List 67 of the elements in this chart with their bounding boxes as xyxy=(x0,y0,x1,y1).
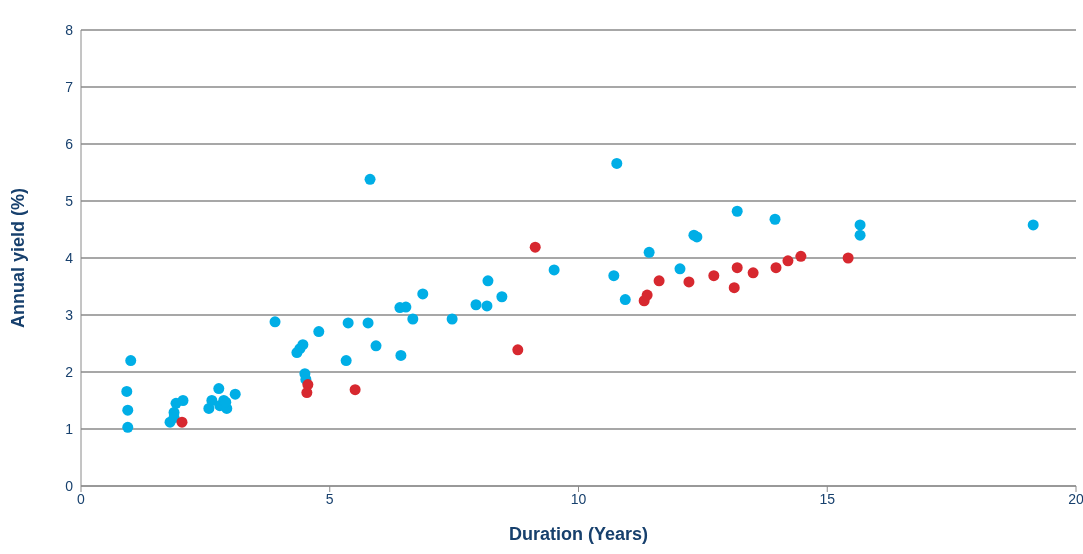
point xyxy=(496,291,508,303)
y-tick-label: 0 xyxy=(65,477,74,494)
point xyxy=(313,326,325,338)
point xyxy=(417,288,429,300)
point xyxy=(643,246,655,258)
point xyxy=(349,384,361,396)
point xyxy=(769,213,781,225)
point xyxy=(512,344,524,356)
point xyxy=(782,255,794,267)
point xyxy=(641,289,653,301)
point xyxy=(370,340,382,352)
x-tick-label: 10 xyxy=(570,490,587,507)
point xyxy=(395,349,407,361)
y-tick-label: 3 xyxy=(65,306,74,323)
point xyxy=(446,313,458,325)
point xyxy=(407,313,419,325)
point xyxy=(529,241,541,253)
point xyxy=(854,229,866,241)
point xyxy=(206,395,218,406)
point xyxy=(770,262,782,274)
point xyxy=(854,219,866,231)
point xyxy=(708,270,720,282)
point xyxy=(548,264,560,276)
point xyxy=(470,299,482,311)
point xyxy=(482,275,494,287)
point xyxy=(619,294,631,306)
x-axis-title: Duration (Years) xyxy=(508,524,649,544)
y-tick-label: 4 xyxy=(65,249,74,266)
y-tick-label: 2 xyxy=(65,363,74,380)
y-tick-label: 6 xyxy=(65,135,74,152)
point xyxy=(229,388,241,400)
y-tick-label: 7 xyxy=(65,78,74,95)
point xyxy=(125,355,137,367)
point xyxy=(362,317,374,329)
y-tick-label: 8 xyxy=(65,21,74,38)
point xyxy=(364,173,376,185)
x-tick-label: 20 xyxy=(1068,490,1083,507)
point xyxy=(342,317,354,329)
point xyxy=(842,252,854,264)
point xyxy=(122,404,134,416)
point xyxy=(213,383,225,395)
y-tick-label: 1 xyxy=(65,420,74,437)
y-axis-title: Annual yield (%) xyxy=(8,187,29,329)
point xyxy=(121,385,133,397)
point xyxy=(795,250,807,262)
x-tick-label: 5 xyxy=(325,490,334,507)
point xyxy=(731,205,743,217)
point xyxy=(122,421,134,433)
x-tick-label: 15 xyxy=(819,490,836,507)
point xyxy=(481,300,493,312)
point xyxy=(177,395,189,406)
point xyxy=(674,263,686,275)
point xyxy=(1027,219,1039,231)
point xyxy=(683,276,695,288)
x-tick-label: 0 xyxy=(77,490,86,507)
point xyxy=(728,282,740,294)
point xyxy=(608,270,620,282)
point xyxy=(301,387,313,399)
point xyxy=(611,157,623,169)
point xyxy=(747,267,759,279)
y-tick-label: 5 xyxy=(65,192,74,209)
point xyxy=(176,416,188,428)
point xyxy=(731,262,743,274)
point xyxy=(653,275,665,287)
point xyxy=(269,316,281,328)
point xyxy=(297,339,309,351)
point xyxy=(340,355,352,367)
